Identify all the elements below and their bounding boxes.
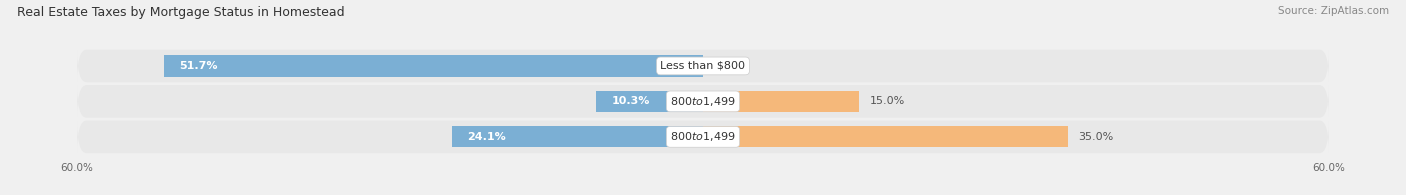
Text: $800 to $1,499: $800 to $1,499	[671, 130, 735, 143]
Text: 10.3%: 10.3%	[612, 96, 650, 106]
Text: Less than $800: Less than $800	[661, 61, 745, 71]
Text: 0.0%: 0.0%	[718, 61, 747, 71]
Bar	[703, 91, 859, 112]
Text: Source: ZipAtlas.com: Source: ZipAtlas.com	[1278, 6, 1389, 16]
Text: 35.0%: 35.0%	[1078, 132, 1114, 142]
Bar	[596, 91, 703, 112]
FancyBboxPatch shape	[77, 50, 1329, 82]
FancyBboxPatch shape	[77, 121, 1329, 153]
Bar	[451, 126, 703, 147]
Text: Real Estate Taxes by Mortgage Status in Homestead: Real Estate Taxes by Mortgage Status in …	[17, 6, 344, 19]
Text: 24.1%: 24.1%	[467, 132, 506, 142]
Bar	[163, 55, 703, 77]
Text: 51.7%: 51.7%	[180, 61, 218, 71]
Text: $800 to $1,499: $800 to $1,499	[671, 95, 735, 108]
FancyBboxPatch shape	[77, 85, 1329, 118]
Text: 15.0%: 15.0%	[870, 96, 905, 106]
Bar	[703, 126, 1069, 147]
